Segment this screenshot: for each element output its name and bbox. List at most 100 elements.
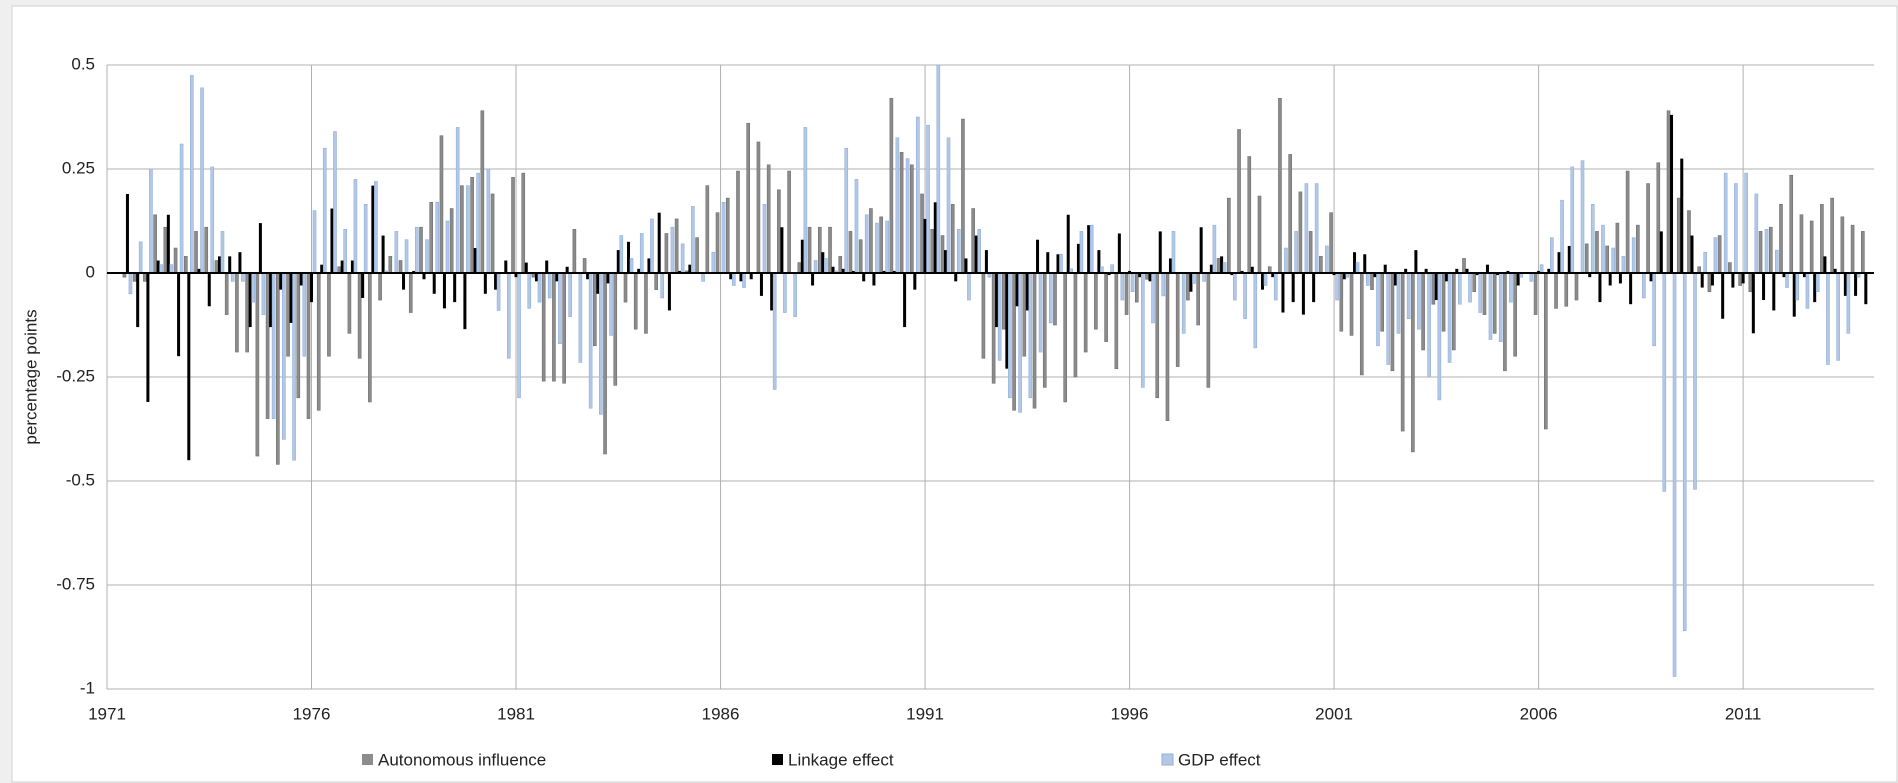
bar: [831, 266, 835, 273]
bar: [613, 272, 618, 386]
bar: [1805, 272, 1810, 309]
bar: [725, 197, 730, 274]
bar: [1250, 266, 1254, 273]
x-tick-label: 2011: [1725, 704, 1762, 723]
bar: [1171, 231, 1176, 274]
bar: [179, 143, 184, 274]
bar: [466, 185, 470, 274]
bar: [1434, 273, 1438, 301]
bar: [128, 272, 133, 295]
bar: [1263, 272, 1268, 286]
bar: [419, 226, 423, 274]
bar: [1731, 273, 1735, 288]
bar: [353, 179, 358, 274]
bar: [824, 258, 828, 274]
bar: [1815, 272, 1820, 293]
bar: [762, 204, 767, 274]
bar: [1424, 268, 1428, 273]
bar: [1682, 272, 1687, 632]
bar: [1680, 158, 1684, 273]
bar: [910, 164, 914, 274]
bar: [1032, 272, 1037, 409]
bar: [854, 179, 859, 274]
bar: [1703, 251, 1708, 274]
bar: [422, 273, 426, 280]
bar: [936, 64, 941, 274]
bar: [864, 214, 869, 274]
bar: [885, 220, 889, 274]
bar: [1465, 268, 1469, 273]
bar: [388, 256, 393, 274]
bar: [1631, 237, 1636, 274]
bar: [258, 223, 262, 273]
bar: [136, 273, 140, 328]
bar: [302, 272, 307, 357]
bar: [1304, 183, 1309, 274]
bar: [486, 168, 491, 274]
bar: [1312, 273, 1316, 303]
bar: [207, 273, 211, 307]
bar: [749, 273, 753, 280]
bar: [1738, 272, 1742, 286]
bar: [1670, 114, 1674, 273]
bar: [483, 273, 487, 294]
bar: [1570, 166, 1575, 274]
bar: [780, 227, 784, 273]
bar: [1451, 272, 1456, 351]
bar: [1353, 252, 1357, 273]
bar: [1625, 170, 1630, 274]
bar: [596, 273, 600, 294]
bar: [1083, 272, 1088, 353]
bar: [1240, 270, 1244, 273]
bar: [1462, 258, 1466, 274]
bar: [1864, 273, 1868, 305]
bar: [1850, 224, 1855, 274]
bar: [1110, 264, 1114, 274]
bar: [1789, 174, 1794, 274]
bar: [637, 268, 641, 273]
bar: [920, 193, 924, 274]
bar: [241, 272, 245, 282]
bar: [1861, 231, 1865, 274]
bar: [1220, 256, 1224, 273]
bar: [711, 251, 716, 274]
bar: [1642, 272, 1646, 299]
y-tick-label: 0: [86, 262, 95, 281]
x-tick-label: 1986: [702, 704, 740, 723]
bar: [333, 131, 337, 274]
bar: [1537, 270, 1541, 273]
bar: [1768, 226, 1773, 274]
bar: [1314, 183, 1319, 274]
bar: [1813, 273, 1817, 303]
bar: [984, 250, 988, 273]
bar: [524, 262, 528, 273]
bar: [1447, 272, 1452, 363]
bar: [807, 226, 812, 274]
bar: [190, 75, 194, 274]
bar: [496, 272, 501, 311]
bar: [1363, 254, 1367, 273]
bar: [756, 141, 761, 274]
bar: [1707, 272, 1712, 293]
bar: [1621, 256, 1626, 274]
bar: [1237, 129, 1241, 274]
bar: [803, 127, 808, 274]
bar: [1097, 250, 1101, 273]
x-tick-label: 1971: [88, 704, 126, 723]
bar: [1161, 272, 1166, 297]
bar: [678, 270, 682, 273]
bar: [299, 273, 303, 286]
bar: [1468, 272, 1472, 303]
bar: [1414, 250, 1418, 273]
bar: [368, 272, 372, 403]
bar: [425, 239, 429, 274]
bar: [439, 135, 444, 274]
legend-label: Autonomous influence: [378, 750, 546, 769]
bar: [1646, 183, 1650, 274]
bar: [1690, 235, 1694, 273]
bar: [552, 272, 556, 382]
bar: [1544, 272, 1548, 430]
bar: [1073, 272, 1078, 378]
bar: [889, 97, 894, 274]
y-tick-label: -0.5: [66, 470, 95, 489]
